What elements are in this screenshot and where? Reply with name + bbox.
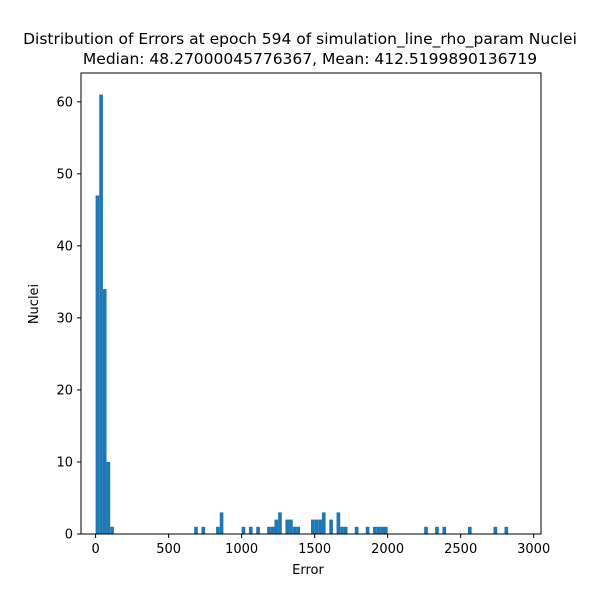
histogram-bar bbox=[106, 461, 111, 534]
histogram-bar bbox=[248, 526, 253, 534]
histogram-bar bbox=[321, 512, 326, 534]
histogram-bar bbox=[384, 526, 388, 534]
histogram-bar bbox=[256, 526, 260, 534]
histogram-bar bbox=[289, 519, 293, 534]
histogram-bar bbox=[380, 526, 385, 534]
histogram-bar bbox=[110, 526, 114, 534]
histogram-bar bbox=[504, 526, 509, 534]
histogram-bar bbox=[216, 526, 220, 534]
histogram-bar bbox=[292, 526, 297, 534]
histogram-bar bbox=[442, 526, 447, 534]
y-tick-label: 60 bbox=[56, 95, 73, 110]
y-axis-ticks: 0 10 20 30 40 50 60 bbox=[56, 95, 81, 543]
y-tick-label: 20 bbox=[56, 383, 73, 398]
histogram-bar bbox=[194, 526, 198, 534]
histogram-bar bbox=[95, 195, 100, 534]
x-tick-label: 2000 bbox=[371, 542, 404, 557]
histogram-bar bbox=[201, 526, 206, 534]
histogram-bar bbox=[435, 526, 439, 534]
histogram-bar bbox=[373, 526, 377, 534]
y-tick-label: 50 bbox=[56, 167, 73, 182]
histogram-bar bbox=[318, 519, 322, 534]
histogram-bar bbox=[354, 526, 359, 534]
x-tick-label: 1500 bbox=[298, 542, 331, 557]
histogram-bar bbox=[99, 94, 103, 534]
histogram-bar bbox=[424, 526, 428, 534]
histogram-bar bbox=[296, 526, 301, 534]
histogram-bar bbox=[274, 519, 279, 534]
histogram-bar bbox=[493, 526, 498, 534]
histogram-bar bbox=[219, 512, 224, 534]
plot-frame bbox=[80, 72, 542, 535]
histogram-bar bbox=[270, 526, 275, 534]
chart-subtitle: Median: 48.27000045776367, Mean: 412.519… bbox=[83, 50, 537, 68]
histogram-bar bbox=[336, 512, 341, 534]
histogram-bar bbox=[365, 526, 370, 534]
histogram-bar bbox=[311, 519, 315, 534]
y-axis-label: Nuclei bbox=[27, 284, 42, 324]
x-tick-label: 1000 bbox=[225, 542, 258, 557]
histogram-bar bbox=[267, 526, 271, 534]
x-tick-label: 2500 bbox=[444, 542, 477, 557]
y-tick-label: 0 bbox=[65, 528, 73, 543]
histogram-bar bbox=[340, 526, 344, 534]
histogram-bar bbox=[285, 519, 290, 534]
histogram-bar bbox=[314, 519, 319, 534]
histogram-bar bbox=[467, 526, 472, 534]
chart-title: Distribution of Errors at epoch 594 of s… bbox=[23, 30, 577, 49]
histogram-bar bbox=[376, 526, 381, 534]
histogram-bars bbox=[95, 94, 509, 534]
histogram-bar bbox=[343, 526, 348, 534]
histogram-bar bbox=[241, 526, 246, 534]
y-tick-label: 40 bbox=[56, 239, 73, 254]
histogram-bar bbox=[102, 289, 107, 534]
x-axis-label: Error bbox=[292, 563, 324, 578]
y-tick-label: 10 bbox=[56, 455, 73, 470]
histogram-bar bbox=[329, 519, 333, 534]
histogram-bar bbox=[278, 512, 282, 534]
x-tick-label: 3000 bbox=[517, 542, 550, 557]
x-tick-label: 0 bbox=[91, 542, 99, 557]
x-tick-label: 500 bbox=[156, 542, 181, 557]
y-tick-label: 30 bbox=[56, 311, 73, 326]
x-axis-ticks: 0 500 1000 1500 2000 2500 3000 bbox=[91, 534, 550, 557]
